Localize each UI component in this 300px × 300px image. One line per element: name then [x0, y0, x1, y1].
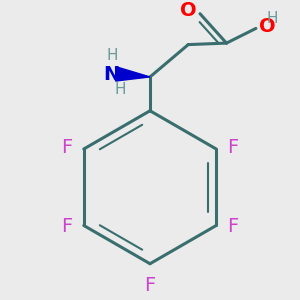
Text: N: N — [103, 64, 119, 83]
Text: H: H — [106, 48, 118, 63]
Text: F: F — [227, 218, 239, 236]
Text: F: F — [61, 138, 73, 157]
Text: O: O — [260, 16, 276, 36]
Text: F: F — [227, 138, 239, 157]
Text: F: F — [61, 218, 73, 236]
Text: O: O — [180, 1, 196, 20]
Text: H: H — [267, 11, 278, 26]
Text: F: F — [144, 276, 156, 295]
Text: H: H — [114, 82, 126, 97]
Polygon shape — [116, 67, 150, 81]
